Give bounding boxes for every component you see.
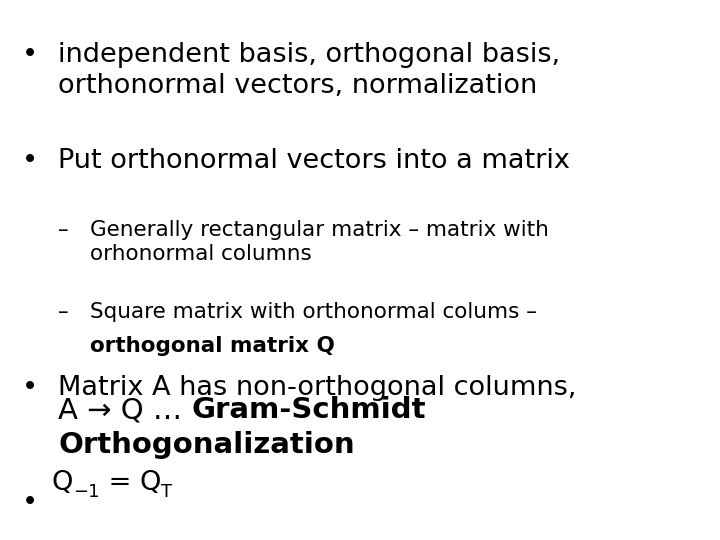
Text: –: –: [58, 220, 68, 240]
Text: Gram-Schmidt: Gram-Schmidt: [192, 396, 426, 424]
Text: •: •: [22, 148, 38, 174]
Text: •: •: [22, 375, 38, 401]
Text: T: T: [161, 483, 172, 501]
Text: Q: Q: [52, 470, 73, 496]
Text: Generally rectangular matrix – matrix with
orhonormal columns: Generally rectangular matrix – matrix wi…: [90, 220, 549, 264]
Text: Orthogonalization: Orthogonalization: [58, 431, 355, 459]
Text: •: •: [22, 490, 38, 516]
Text: independent basis, orthogonal basis,
orthonormal vectors, normalization: independent basis, orthogonal basis, ort…: [58, 42, 560, 99]
Text: •: •: [22, 42, 38, 68]
Text: Put orthonormal vectors into a matrix: Put orthonormal vectors into a matrix: [58, 148, 570, 174]
Text: Matrix A has non-orthogonal columns,: Matrix A has non-orthogonal columns,: [58, 375, 577, 401]
Text: Square matrix with orthonormal colums –: Square matrix with orthonormal colums –: [90, 302, 537, 322]
Text: –: –: [58, 302, 68, 322]
Text: orthogonal matrix Q: orthogonal matrix Q: [90, 336, 335, 356]
Text: A → Q …: A → Q …: [58, 396, 192, 424]
Text: = Q: = Q: [100, 470, 161, 496]
Text: −1: −1: [73, 483, 100, 501]
